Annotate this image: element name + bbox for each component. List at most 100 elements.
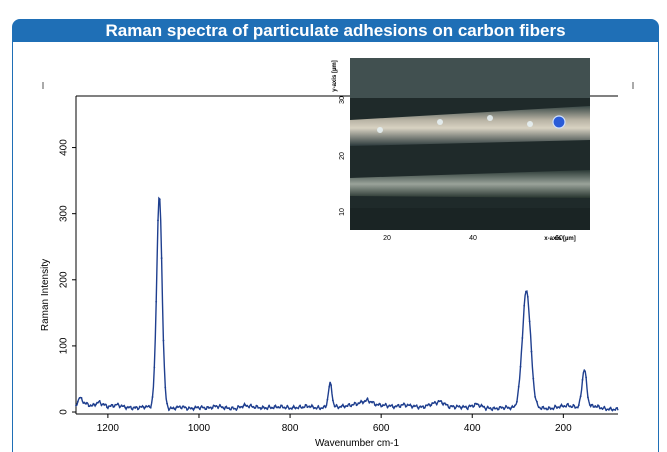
spectrum-point: [133, 406, 136, 409]
spectrum-point: [317, 405, 320, 407]
spectrum-point: [211, 406, 214, 409]
spectrum-point: [140, 406, 143, 408]
spectrum-point: [539, 407, 542, 410]
spectrum-point: [585, 376, 588, 379]
inset-y-tick-label: 20: [339, 152, 346, 160]
spectrum-point: [304, 403, 307, 406]
spectrum-point: [563, 405, 566, 407]
spectrum-point: [155, 300, 158, 303]
spectrum-point: [166, 402, 168, 405]
spectrum-point: [330, 384, 332, 386]
spectrum-point: [370, 400, 373, 403]
spectrum-point: [122, 405, 125, 408]
spectrum-point: [393, 405, 396, 408]
spectrum-point: [499, 405, 502, 408]
spectrum-point: [355, 404, 358, 407]
spectrum-point: [559, 404, 562, 407]
spectrum-point: [109, 405, 112, 408]
spectrum-point: [464, 405, 467, 408]
spectrum-point: [477, 403, 480, 406]
spectrum-point: [200, 405, 203, 407]
spectrum-point: [197, 405, 199, 408]
spectrum-point: [251, 406, 254, 408]
spectrum-point: [277, 406, 280, 408]
spectrum-point: [601, 408, 604, 410]
spectrum-point: [96, 401, 99, 404]
spectrum-point: [144, 406, 147, 409]
spectrum-point: [279, 406, 281, 409]
inset-x-tick-label: 40: [469, 235, 477, 242]
spectrum-point: [443, 402, 445, 405]
spectrum-point: [350, 405, 352, 408]
spectrum-point: [315, 407, 318, 410]
spectrum-point: [127, 406, 130, 409]
spectrum-point: [104, 403, 107, 406]
spectrum-point: [388, 404, 391, 407]
spectrum-point: [222, 407, 225, 410]
spectrum-point: [574, 406, 577, 409]
x-tick-label: 600: [373, 423, 390, 434]
spectrum-point: [290, 407, 292, 410]
spectrum-point: [468, 404, 471, 407]
spectrum-point: [339, 405, 342, 408]
spectrum-point: [412, 405, 414, 408]
spectrum-point: [220, 406, 223, 409]
y-tick-label: 400: [59, 139, 70, 156]
spectrum-point: [361, 400, 363, 403]
spectrum-point: [248, 406, 250, 409]
spectrum-point: [126, 406, 128, 409]
y-tick-label: 100: [59, 337, 70, 354]
spectrum-point: [228, 407, 230, 409]
spectrum-point: [111, 403, 114, 406]
spectrum-point: [583, 369, 586, 372]
spectrum-point: [466, 408, 469, 411]
spectrum-point: [102, 403, 105, 405]
spectrum-point: [209, 406, 212, 409]
spectrum-point: [175, 406, 178, 409]
spectrum-point: [308, 405, 311, 408]
spectrum-point: [113, 405, 116, 408]
spectrum-point: [217, 407, 220, 409]
spectrum-point: [213, 404, 216, 407]
y-axis-label: Raman Intensity: [40, 259, 51, 331]
spectrum-point: [543, 407, 546, 410]
spectrum-point: [169, 406, 172, 409]
spectrum-point: [240, 405, 243, 408]
spectrum-point: [448, 407, 451, 410]
spectrum-point: [147, 404, 150, 407]
spectrum-point: [552, 408, 555, 411]
spectrum-point: [328, 385, 331, 388]
spectrum-point: [417, 407, 420, 410]
spectrum-point: [237, 405, 240, 407]
spectrum-point: [335, 404, 338, 406]
spectrum-point: [120, 404, 123, 407]
spectrum-point: [579, 395, 582, 398]
spectrum-point: [377, 404, 380, 406]
spectrum-point: [291, 406, 294, 409]
spectrum-point: [348, 402, 351, 405]
spectrum-point: [587, 396, 589, 399]
spectrum-point: [271, 407, 274, 409]
spectrum-point: [253, 407, 256, 409]
spectrum-point: [82, 402, 85, 404]
spectrum-point: [270, 407, 272, 410]
spectrum-point: [399, 406, 402, 408]
spectrum-point: [375, 403, 378, 406]
spectrum-point: [246, 404, 249, 407]
spectrum-point: [592, 405, 595, 408]
spectrum-point: [557, 406, 560, 409]
spectrum-point: [368, 401, 371, 404]
spectrum-point: [264, 407, 267, 409]
spectrum-point: [577, 404, 580, 406]
spectrum-point: [301, 407, 303, 409]
spectrum-point: [501, 406, 504, 409]
spectrum-point: [546, 408, 549, 411]
spectrum-point: [596, 406, 598, 408]
x-tick-label: 400: [464, 423, 481, 434]
figure-title: Raman spectra of particulate adhesions o…: [12, 19, 659, 42]
spectrum-point: [390, 404, 393, 407]
spectrum-point: [98, 400, 101, 402]
spectrum-point: [428, 403, 431, 406]
spectrum-point: [439, 400, 442, 402]
